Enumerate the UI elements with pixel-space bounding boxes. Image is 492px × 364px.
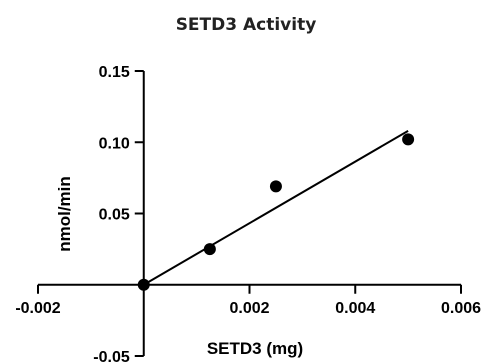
y-tick-label: -0.05	[93, 349, 130, 364]
data-point	[402, 133, 415, 146]
fit-line	[143, 129, 409, 286]
y-tick-label: 0.05	[99, 207, 130, 224]
fit-line-group	[143, 129, 409, 286]
x-axis-label: SETD3 (mg)	[207, 339, 303, 358]
axes: -0.002 0.002 0.004 0.006 -0.05 0.05 0.10 0.15	[15, 64, 481, 364]
data-points	[137, 133, 415, 291]
x-tick-label: 0.002	[229, 300, 269, 317]
y-tick-label: 0.10	[99, 135, 130, 152]
chart-title: SETD3 Activity	[176, 15, 317, 35]
data-point	[137, 278, 150, 291]
x-tick-label: 0.006	[441, 300, 481, 317]
y-tick-label: 0.15	[99, 64, 130, 81]
y-axis-label: nmol/min	[55, 176, 74, 252]
x-tick-label: -0.002	[15, 300, 60, 317]
x-tick-label: 0.004	[335, 300, 375, 317]
data-point	[269, 180, 282, 193]
data-point	[203, 243, 216, 256]
